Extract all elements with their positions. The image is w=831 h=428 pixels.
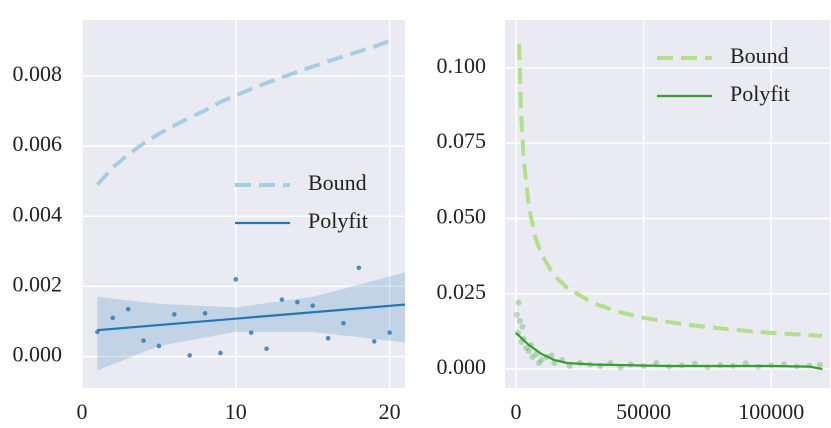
plot-area <box>505 20 830 388</box>
data-point <box>125 306 131 312</box>
y-tick-label: 0.000 <box>13 342 63 367</box>
data-point <box>525 347 532 354</box>
y-tick-label: 0.008 <box>13 61 63 86</box>
x-tick-label: 10 <box>225 399 247 424</box>
data-point <box>816 361 823 368</box>
data-point <box>523 344 530 351</box>
data-point <box>264 346 269 352</box>
data-point <box>187 353 192 358</box>
data-point <box>529 353 536 360</box>
data-point <box>653 360 660 367</box>
legend-label: Bound <box>730 43 789 68</box>
data-point <box>516 317 523 324</box>
data-point <box>566 363 573 370</box>
x-tick-label: 0 <box>510 399 521 424</box>
data-point <box>310 303 316 308</box>
data-point <box>233 277 239 282</box>
data-point <box>279 297 285 302</box>
data-point <box>141 338 146 343</box>
data-point <box>295 299 300 305</box>
data-point <box>371 339 377 344</box>
legend-label: Polyfit <box>730 81 790 106</box>
data-point <box>171 312 177 317</box>
series-line <box>517 43 823 338</box>
legend-label: Bound <box>308 170 367 195</box>
y-tick-label: 0.004 <box>13 201 63 226</box>
x-tick-label: 0 <box>77 399 88 424</box>
confidence-band <box>97 272 405 371</box>
data-point <box>156 343 162 349</box>
data-point <box>248 330 254 335</box>
y-tick-label: 0.002 <box>13 271 63 296</box>
x-tick-label: 100000 <box>738 399 804 424</box>
data-point <box>742 360 749 367</box>
y-tick-label: 0.050 <box>437 204 487 229</box>
x-tick-label: 20 <box>379 399 401 424</box>
y-tick-label: 0.100 <box>437 53 487 78</box>
data-point <box>538 356 545 363</box>
data-point <box>519 323 526 330</box>
data-point <box>202 311 208 316</box>
data-point <box>551 360 558 367</box>
data-point <box>110 315 116 321</box>
data-point <box>325 335 331 341</box>
data-point <box>535 360 542 367</box>
data-point <box>515 299 522 306</box>
y-tick-label: 0.075 <box>437 128 487 153</box>
series-line <box>515 332 823 371</box>
data-point <box>341 320 346 326</box>
x-tick-label: 50000 <box>616 399 671 424</box>
y-tick-label: 0.025 <box>437 279 487 304</box>
y-tick-label: 0.006 <box>13 131 63 156</box>
data-point <box>218 350 223 356</box>
y-tick-label: 0.000 <box>437 354 487 379</box>
data-point <box>356 265 362 271</box>
series-line <box>95 39 391 187</box>
legend-label: Polyfit <box>308 208 368 233</box>
series-line <box>97 303 406 332</box>
data-point <box>513 311 520 318</box>
data-point <box>387 330 392 335</box>
